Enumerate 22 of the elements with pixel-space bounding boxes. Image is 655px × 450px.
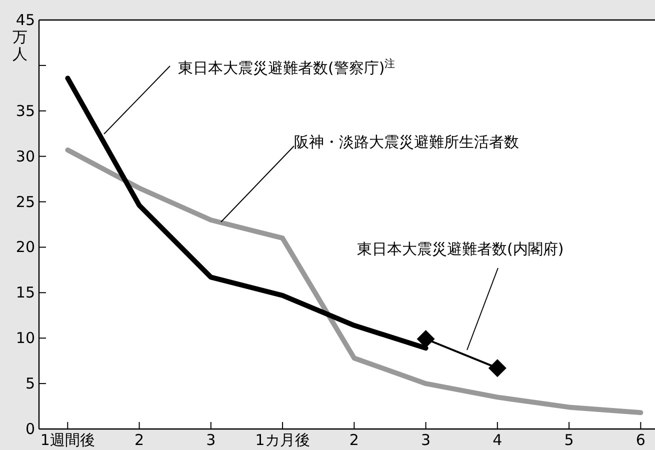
x-tick-label: 4 <box>492 431 502 449</box>
y-tick-label: 30 <box>16 147 35 166</box>
x-tick-label: 5 <box>564 431 574 449</box>
x-tick-label: 3 <box>421 431 431 449</box>
y-tick-label: 5 <box>25 374 35 393</box>
y-tick-label: 20 <box>16 238 35 256</box>
x-tick-label: 2 <box>134 431 144 449</box>
x-tick-label: 6 <box>636 431 646 449</box>
text: 東日本大震災避難者数(内閣府) <box>357 240 564 258</box>
y-tick-label: 15 <box>16 284 35 302</box>
y-tick-label: 10 <box>16 329 35 348</box>
x-tick-label: 1週間後 <box>40 431 95 449</box>
y-tick-label: 45 <box>16 11 35 29</box>
x-tick-label: 2 <box>349 431 359 449</box>
text: 東日本大震災避難者数(警察庁)$^{注}$ <box>178 57 396 77</box>
y-tick-label: 35 <box>16 102 35 120</box>
y-tick-label: 0 <box>25 420 35 438</box>
y-axis-title: 万人 <box>12 28 28 63</box>
x-tick-label: 1カ月後 <box>255 431 310 449</box>
y-tick-label: 25 <box>16 192 35 211</box>
x-tick-label: 3 <box>206 431 216 449</box>
text: 阪神・淡路大震災避難所生活者数 <box>294 133 519 151</box>
